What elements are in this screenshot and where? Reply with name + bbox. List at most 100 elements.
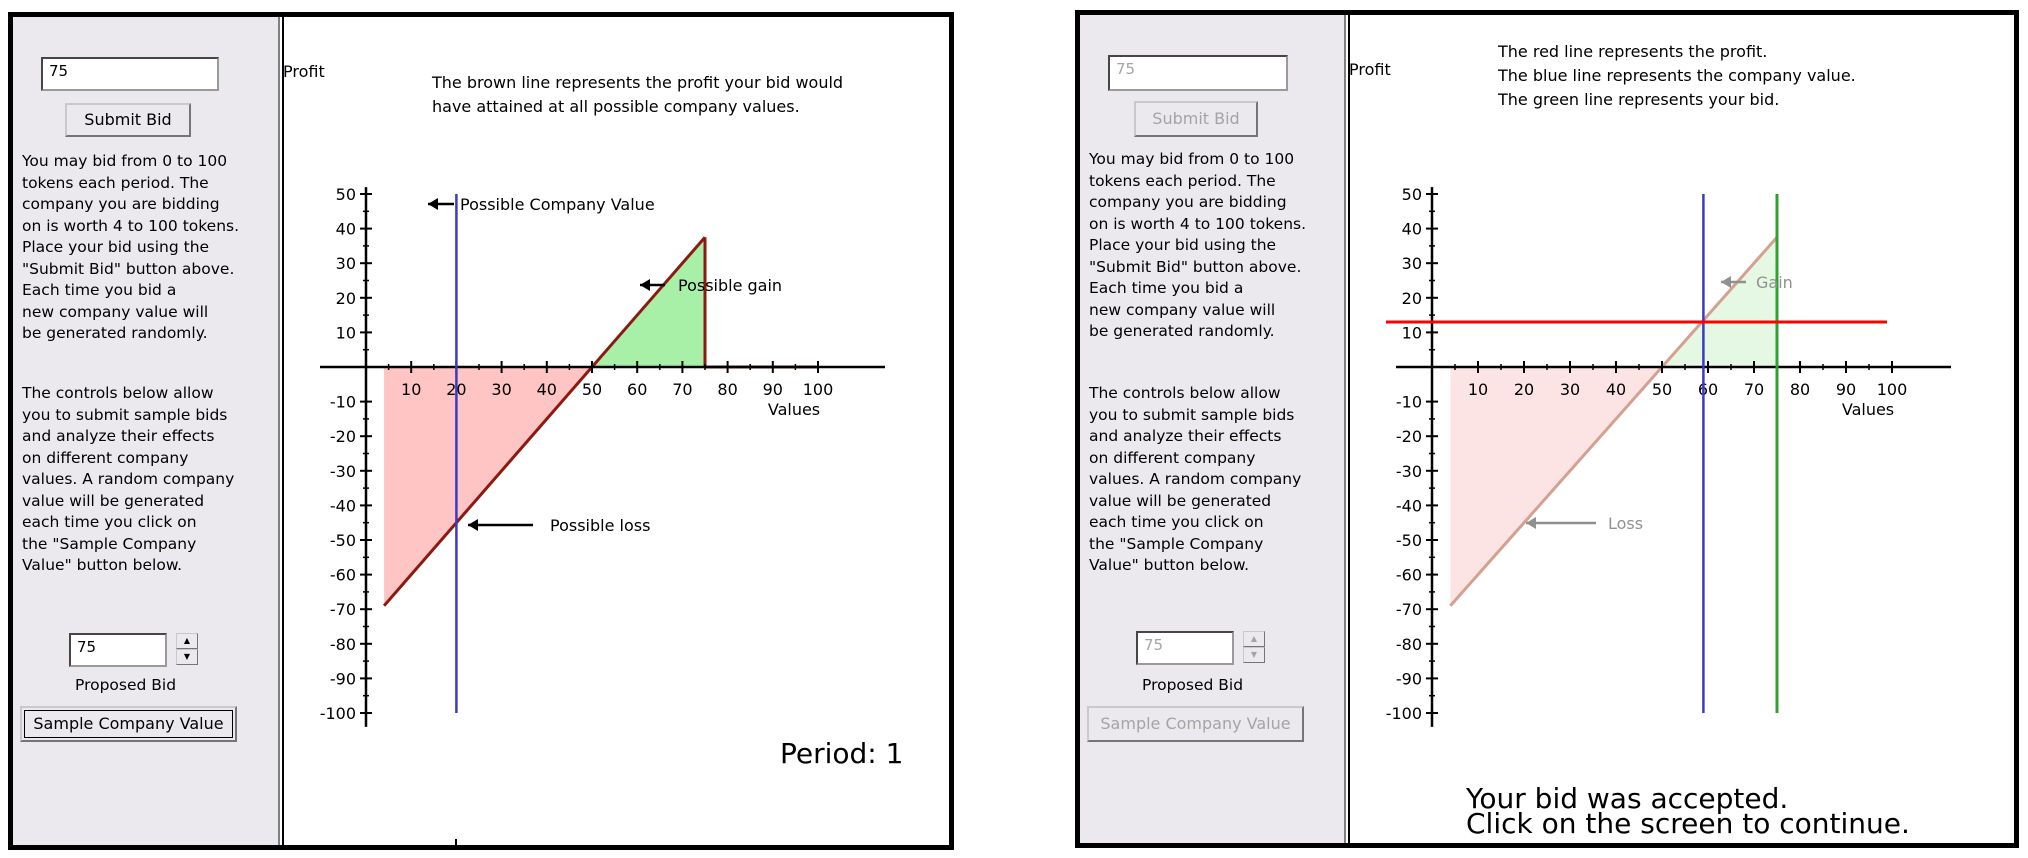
proposed-bid-input[interactable]: 75 [69,633,167,667]
submit-bid-button[interactable]: Submit Bid [1134,101,1258,137]
x-tick-label: 60 [627,380,647,399]
instructions-text: You may bid from 0 to 100 tokens each pe… [22,152,240,342]
chart-note-line2: The blue line represents the company val… [1497,66,1856,85]
y-tick-label: -30 [1396,462,1422,481]
y-tick-label: -60 [330,566,356,585]
y-tick-label: 40 [336,220,356,239]
period-label: Period: 1 [780,737,903,770]
y-tick-label: 40 [1402,220,1422,239]
y-tick-label: -40 [330,496,356,515]
controls-text: The controls below allow you to submit s… [1089,384,1302,574]
y-tick-label: -100 [1386,704,1422,723]
y-axis-label: Profit [283,62,325,81]
proposed-bid-input[interactable]: 75 [1136,631,1234,665]
loss-arrow-head [468,519,478,531]
left-profit-chart[interactable]: 50 40 30 20 10 -10 -20 -30 -40 -50 -60 -70 -80 -90 -10… [280,17,949,845]
y-tick-label: -40 [1396,496,1422,515]
spinner-down-icon[interactable]: ▼ [176,649,198,665]
y-axis-label: Profit [1349,60,1391,79]
x-tick-label: 60 [1698,380,1718,399]
x-axis-label: Values [1842,400,1894,419]
right-control-panel: 75 Submit Bid You may bid from 0 to 100 … [1080,15,1350,843]
loss-label: Loss [1608,514,1643,533]
x-tick-label: 40 [537,380,557,399]
company-value-arrow-head [428,198,438,210]
possible-gain-label: Possible gain [678,276,782,295]
x-tick-label: 80 [717,380,737,399]
right-window: 75 Submit Bid You may bid from 0 to 100 … [1075,10,2019,848]
proposed-bid-spinner[interactable]: ▲ ▼ [1243,631,1265,665]
x-tick-label: 30 [491,380,511,399]
y-tick-label: -20 [330,427,356,446]
instructions-text: You may bid from 0 to 100 tokens each pe… [1089,150,1307,340]
right-profit-chart[interactable]: 50 40 30 20 10 -10 -20 -30 -40 -50 -60 -70 -80 -90 -10… [1346,15,2014,843]
gain-label: Gain [1756,273,1793,292]
x-tick-label: 20 [1514,380,1534,399]
sample-company-value-button[interactable]: Sample Company Value [1087,706,1304,742]
bid-input[interactable]: 75 [41,57,219,91]
x-tick-label: 90 [1836,380,1856,399]
profit-line-segment [1449,236,1779,607]
chart-note-line3: The green line represents your bid. [1497,90,1779,109]
y-tick-label: -30 [330,462,356,481]
y-tick-label: 50 [1402,185,1422,204]
x-tick-label: 70 [1744,380,1764,399]
x-tick-label: 50 [1652,380,1672,399]
loss-region [1450,367,1662,606]
proposed-bid-spinner[interactable]: ▲ ▼ [176,633,198,667]
chart-note-line2: have attained at all possible company va… [432,97,800,116]
spinner-down-icon[interactable]: ▼ [1243,647,1265,663]
x-tick-label: 80 [1790,380,1810,399]
gain-arrow-head [640,279,650,291]
x-axis-label: Values [768,400,820,419]
left-control-panel: 75 Submit Bid You may bid from 0 to 100 … [13,17,284,845]
y-tick-label: -20 [1396,427,1422,446]
chart-note-line1: The brown line represents the profit you… [431,73,843,92]
proposed-bid-label: Proposed Bid [75,676,177,694]
loss-arrow-head [1526,517,1536,529]
y-tick-label: 10 [336,323,356,342]
x-tick-label: 100 [803,380,834,399]
x-tick-label: 70 [672,380,692,399]
chart-note-line1: The red line represents the profit. [1497,42,1767,61]
submit-bid-button[interactable]: Submit Bid [65,103,191,137]
y-tick-label: -90 [330,669,356,688]
y-tick-label: -90 [1396,669,1422,688]
profit-line-segment [382,236,707,607]
bid-input[interactable]: 75 [1108,55,1288,91]
x-tick-label: 30 [1560,380,1580,399]
y-tick-label: 10 [1402,323,1422,342]
spinner-up-icon[interactable]: ▲ [176,633,198,649]
y-tick-label: -10 [1396,393,1422,412]
x-tick-label: 10 [1468,380,1488,399]
sample-company-value-button[interactable]: Sample Company Value [20,706,237,742]
y-tick-label: 50 [336,185,356,204]
y-tick-label: -60 [1396,566,1422,585]
y-tick-label: 20 [336,289,356,308]
gain-arrow-head [1721,276,1731,288]
left-window: 75 Submit Bid You may bid from 0 to 100 … [8,12,954,850]
y-tick-label: -10 [330,393,356,412]
y-tick-label: -70 [330,600,356,619]
proposed-bid-label: Proposed Bid [1142,676,1244,694]
y-tick-label: 30 [336,254,356,273]
x-tick-label: 100 [1877,380,1908,399]
x-tick-label: 50 [582,380,602,399]
y-tick-label: -80 [1396,635,1422,654]
possible-company-value-label: Possible Company Value [460,195,655,214]
continue-instruction: Click on the screen to continue. [1466,807,1910,840]
y-tick-label: -50 [330,531,356,550]
y-tick-label: 20 [1402,289,1422,308]
bid-accepted-message: Your bid was accepted. [1465,782,1788,815]
x-tick-label: 10 [401,380,421,399]
y-tick-label: -80 [330,635,356,654]
y-tick-label: -50 [1396,531,1422,550]
y-tick-label: -70 [1396,600,1422,619]
spinner-up-icon[interactable]: ▲ [1243,631,1265,647]
y-tick-label: -100 [320,704,356,723]
possible-loss-label: Possible loss [550,516,650,535]
y-tick-label: 30 [1402,254,1422,273]
x-tick-label: 40 [1606,380,1626,399]
controls-text: The controls below allow you to submit s… [22,384,235,574]
x-tick-label: 90 [763,380,783,399]
